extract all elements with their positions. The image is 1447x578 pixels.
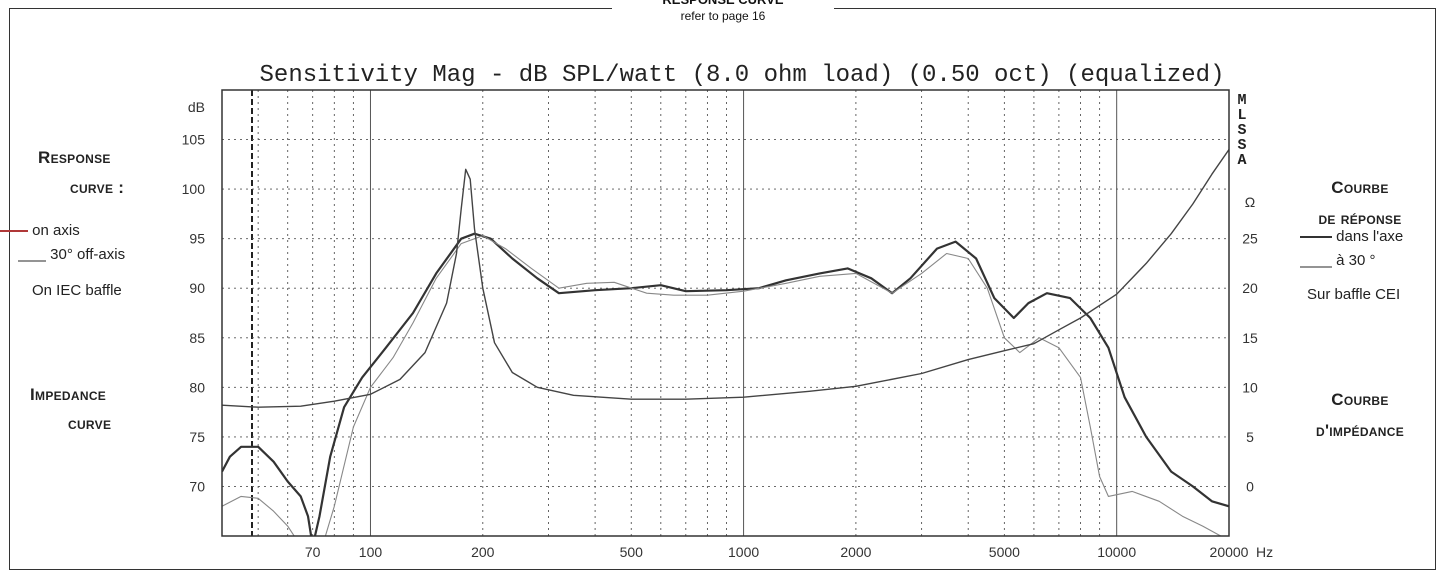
y-left-tick-label: 105 [182, 132, 206, 148]
left-response-title-2: curve : [70, 178, 125, 197]
x-unit: Hz [1256, 544, 1273, 560]
y-left-tick-label: 85 [189, 330, 205, 346]
right-response-title-2: de réponse [1318, 209, 1402, 228]
mlssa-letter: S [1237, 122, 1246, 139]
series-line-impedance [222, 149, 1229, 408]
left-on-axis-label: on axis [32, 222, 80, 239]
left-impedance-title-2: curve [68, 414, 112, 433]
legend-line-a-30 [1300, 266, 1332, 268]
right-off-axis-label: à 30 ° [1336, 252, 1376, 269]
chart-labels: 70 75 80 85 90 95 100 105 0 5 10 15 20 25 70 100 200 500 1… [182, 132, 1258, 560]
mlssa-letter: A [1237, 152, 1246, 169]
left-off-axis-label: 30° off-axis [50, 246, 126, 263]
legend-line-on-axis [0, 230, 28, 233]
right-on-axis-label: dans l'axe [1336, 228, 1404, 245]
x-tick-label: 100 [359, 544, 383, 560]
x-tick-label: 1000 [728, 544, 759, 560]
left-impedance-title-1: Impedance [30, 385, 107, 404]
x-tick-label: 5000 [989, 544, 1020, 560]
header-title: RESPONSE CURVE [612, 0, 834, 10]
right-impedance-title-2: d'impédance [1315, 421, 1404, 440]
left-legend-on-axis: on axis [0, 222, 150, 239]
right-legend-off-axis: à 30 ° [1300, 252, 1440, 269]
header-subtitle: refer to page 16 [680, 9, 766, 23]
y-left-tick-label: 90 [189, 280, 205, 296]
left-baffle-label: On IEC baffle [32, 282, 122, 299]
y-left-tick-label: 95 [189, 231, 205, 247]
y-left-unit: dB [188, 99, 205, 115]
chart-grid [222, 90, 1229, 536]
y-right-tick-label: 15 [1242, 330, 1258, 346]
y-right-tick-label: 10 [1242, 379, 1258, 395]
right-baffle-label: Sur baffle CEI [1307, 286, 1401, 303]
mlssa-letter: S [1237, 137, 1246, 154]
y-left-tick-label: 100 [182, 181, 206, 197]
x-tick-label: 70 [305, 544, 321, 560]
mlssa-letter: L [1237, 107, 1246, 124]
series-line-on-axis [222, 232, 1229, 536]
y-right-tick-label: 20 [1242, 280, 1258, 296]
y-left-tick-label: 80 [189, 379, 205, 395]
plot-border [221, 89, 1230, 537]
chart-series [222, 149, 1229, 536]
y-right-tick-label: 5 [1246, 429, 1254, 445]
left-response-title-1: Response [38, 148, 111, 167]
y-left-tick-label: 75 [189, 429, 205, 445]
y-right-tick-label: 25 [1242, 231, 1258, 247]
x-tick-label: 200 [471, 544, 495, 560]
legend-line-dans-laxe [1300, 236, 1332, 239]
left-legend-off-axis: 30° off-axis [18, 246, 158, 263]
x-tick-label: 10000 [1097, 544, 1136, 560]
x-tick-label: 20000 [1210, 544, 1249, 560]
y-left-tick-label: 70 [189, 478, 205, 494]
chart-title: Sensitivity Mag - dB SPL/watt (8.0 ohm l… [260, 62, 1225, 89]
mlssa-letter: M [1237, 92, 1246, 109]
x-tick-label: 500 [620, 544, 644, 560]
right-response-title-1: Courbe [1331, 178, 1389, 197]
right-impedance-title-1: Courbe [1331, 390, 1389, 409]
y-right-tick-label: 0 [1246, 478, 1254, 494]
right-legend-on-axis: dans l'axe [1300, 228, 1440, 245]
x-tick-label: 2000 [840, 544, 871, 560]
y-right-unit: Ω [1245, 194, 1255, 210]
legend-line-off-axis [18, 260, 46, 262]
series-line-30-off-axis [222, 235, 1221, 536]
